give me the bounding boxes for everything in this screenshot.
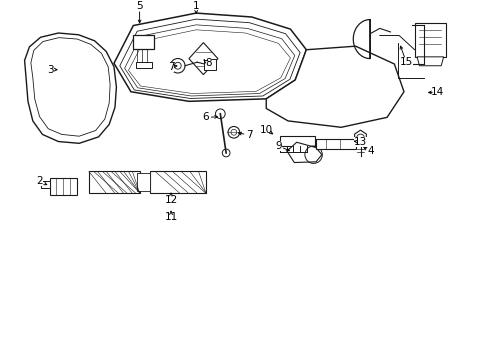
Bar — [133, 35, 153, 49]
Polygon shape — [136, 62, 151, 68]
Polygon shape — [41, 181, 50, 188]
Text: 3: 3 — [47, 65, 53, 75]
Text: 12: 12 — [164, 195, 177, 205]
Polygon shape — [31, 38, 110, 136]
Text: 10: 10 — [259, 125, 272, 135]
Text: 6: 6 — [202, 112, 209, 122]
Polygon shape — [416, 57, 443, 66]
Polygon shape — [137, 173, 150, 191]
Polygon shape — [286, 142, 321, 162]
Text: 9: 9 — [274, 141, 281, 151]
Polygon shape — [265, 46, 403, 127]
Circle shape — [222, 149, 229, 157]
Polygon shape — [124, 25, 294, 96]
Text: 1: 1 — [192, 1, 199, 11]
Polygon shape — [89, 171, 140, 193]
Text: 2: 2 — [37, 176, 43, 186]
Polygon shape — [279, 136, 314, 146]
Text: 7: 7 — [245, 130, 252, 140]
Circle shape — [215, 109, 224, 118]
Polygon shape — [150, 171, 205, 193]
Text: 8: 8 — [204, 58, 211, 68]
Polygon shape — [414, 23, 445, 57]
Text: 11: 11 — [164, 212, 177, 222]
Polygon shape — [128, 30, 290, 94]
Polygon shape — [120, 19, 300, 99]
Circle shape — [227, 126, 239, 138]
Polygon shape — [204, 59, 216, 70]
Text: 14: 14 — [430, 87, 444, 98]
Text: 13: 13 — [353, 137, 366, 147]
Text: 7: 7 — [167, 62, 174, 72]
Polygon shape — [315, 139, 355, 149]
Polygon shape — [50, 178, 77, 195]
Text: 5: 5 — [136, 1, 142, 11]
Text: 15: 15 — [399, 57, 412, 67]
Polygon shape — [188, 42, 218, 75]
Polygon shape — [24, 33, 116, 143]
Polygon shape — [114, 13, 306, 101]
Polygon shape — [354, 130, 366, 146]
Text: 4: 4 — [367, 146, 374, 156]
